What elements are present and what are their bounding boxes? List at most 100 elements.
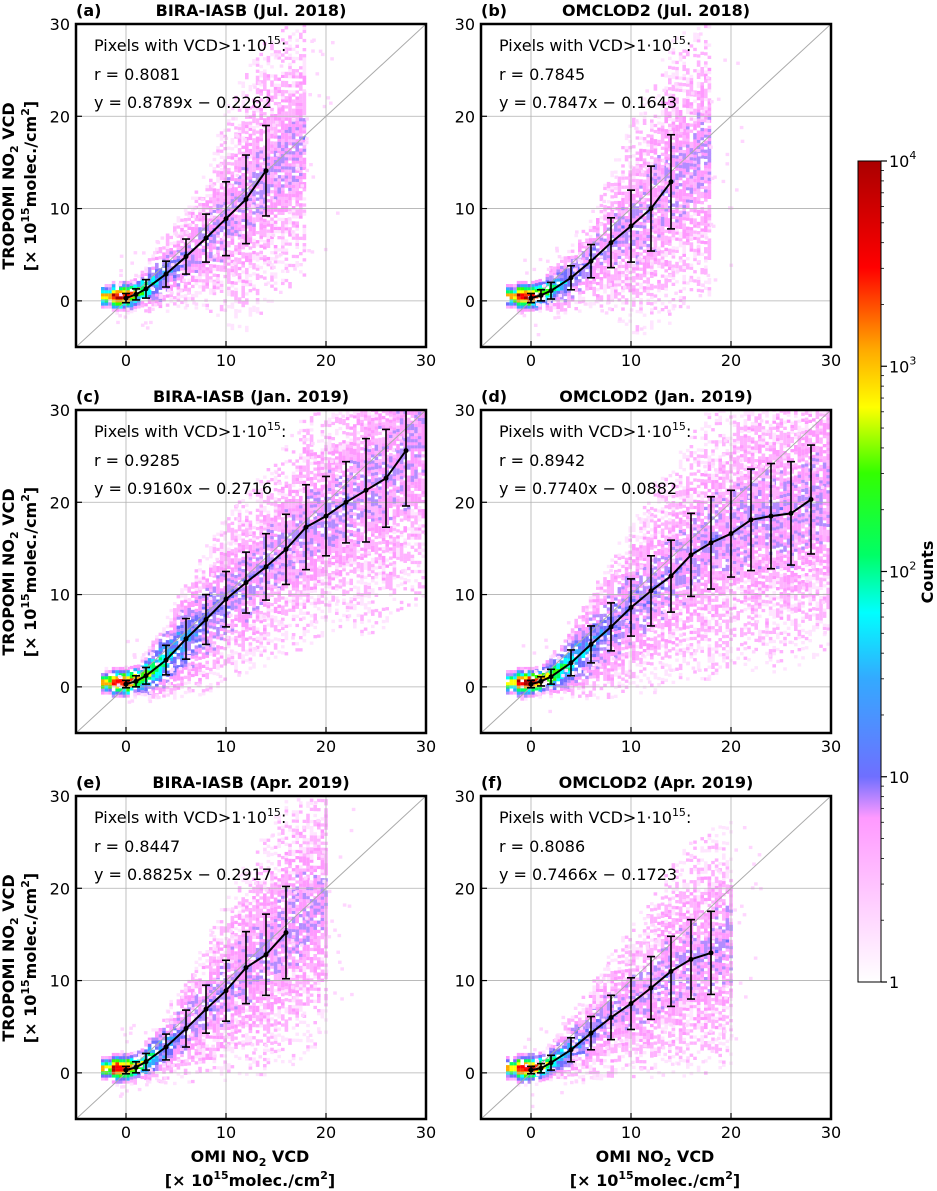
y-tick-label: 0: [60, 678, 70, 697]
y-tick-label: 0: [465, 292, 475, 311]
mean-point: [223, 596, 229, 602]
y-tick-label: 20: [455, 107, 475, 126]
mean-point: [123, 681, 129, 687]
x-tick-label: 30: [416, 351, 436, 370]
one-to-one-line: [76, 796, 426, 1119]
y-tick-label: 20: [50, 493, 70, 512]
mean-line: [125, 931, 287, 1072]
x-tick-label: 20: [721, 737, 741, 756]
y-tick-label: 10: [455, 972, 475, 991]
mean-point: [343, 499, 349, 505]
axes-frame: [74, 794, 428, 1121]
binned-mean-series: [122, 124, 270, 304]
x-tick-label: 10: [621, 351, 641, 370]
x-tick-label: 0: [121, 737, 131, 756]
density-heatmap: [101, 24, 340, 333]
mean-point: [568, 275, 574, 281]
x-tick-label: 0: [121, 351, 131, 370]
mean-point: [203, 1006, 209, 1012]
mean-point: [748, 517, 754, 523]
mean-point: [568, 660, 574, 666]
mean-point: [548, 1060, 554, 1066]
binned-mean-series: [122, 885, 290, 1075]
mean-point: [283, 930, 289, 936]
mean-point: [708, 950, 714, 956]
mean-point: [628, 1001, 634, 1007]
annotation-header: Pixels with VCD>1·1015:: [499, 806, 691, 827]
correlation-text: r = 0.8942: [499, 451, 585, 470]
x-tick-label: 30: [821, 1123, 841, 1142]
y-tick-label: 0: [60, 1064, 70, 1083]
mean-point: [588, 1030, 594, 1036]
mean-point: [143, 286, 149, 292]
y-tick-label: 20: [455, 879, 475, 898]
density-heatmap: [506, 24, 745, 337]
axes-frame: [74, 408, 428, 735]
x-tick-label: 10: [621, 1123, 641, 1142]
mean-point: [668, 179, 674, 185]
colorbar-gradient: [857, 160, 882, 983]
density-heatmap: [506, 821, 763, 1109]
mean-point: [133, 1064, 139, 1070]
xlabel-col-2: OMI NO2 VCD [× 1015molec./cm2]: [570, 1147, 740, 1190]
y-tick-label: 30: [455, 787, 475, 806]
mean-point: [528, 295, 534, 301]
mean-point: [143, 673, 149, 679]
ylabel-row-3: TROPOMI NO2 VCD [× 1015molec./cm2]: [0, 873, 40, 1043]
mean-point: [133, 291, 139, 297]
mean-point: [608, 240, 614, 246]
y-tick-label: 10: [50, 586, 70, 605]
mean-point: [708, 540, 714, 546]
mean-point: [263, 564, 269, 570]
y-tick-label: 30: [50, 401, 70, 420]
y-tick-label: 30: [50, 787, 70, 806]
mean-point: [728, 531, 734, 537]
mean-point: [588, 641, 594, 647]
y-tick-label: 20: [455, 493, 475, 512]
axes-frame: [74, 22, 428, 349]
mean-point: [243, 196, 249, 202]
mean-point: [163, 1044, 169, 1050]
y-tick-label: 0: [465, 1064, 475, 1083]
x-tick-label: 10: [216, 1123, 236, 1142]
one-to-one-line: [481, 24, 831, 347]
panel-c: 0 10 20 30 0 10 20 30 (c) BIRA-IASB (Jan. 2019) Pi…: [50, 387, 437, 756]
binned-mean-series: [122, 410, 410, 689]
mean-line: [125, 450, 407, 686]
annotation-header: Pixels with VCD>1·1015:: [94, 420, 286, 441]
y-tick-label: 10: [50, 200, 70, 219]
panel-label: (c): [76, 387, 100, 406]
x-tick-label: 10: [621, 737, 641, 756]
panel-d: 0 10 20 30 0 10 20 30 (d) OMCLOD2 (Jan. 2019) Pixe…: [455, 387, 842, 756]
panel-label: (a): [76, 1, 101, 20]
density-heatmap: [101, 796, 356, 1098]
mean-point: [183, 254, 189, 260]
axes-frame: [479, 408, 833, 735]
panel-a: 0 10 20 30 0 10 20 30 (a) BIRA-IASB (Jul. 2018) Pi…: [50, 1, 437, 370]
panel-label: (f): [481, 773, 503, 792]
x-tick-label: 20: [721, 1123, 741, 1142]
annotation-header: Pixels with VCD>1·1015:: [499, 34, 691, 55]
mean-point: [548, 288, 554, 294]
mean-point: [688, 552, 694, 558]
xlabel-col-1: OMI NO2 VCD [× 1015molec./cm2]: [165, 1147, 335, 1190]
mean-point: [163, 271, 169, 277]
correlation-text: r = 0.8447: [94, 837, 180, 856]
colorbar-tick-label: 1: [889, 973, 899, 992]
mean-point: [768, 513, 774, 519]
one-to-one-line: [76, 410, 426, 733]
ylabel-row-2: TROPOMI NO2 VCD [× 1015molec./cm2]: [0, 487, 40, 657]
panel-label: (d): [481, 387, 507, 406]
ylabel-row-1: TROPOMI NO2 VCD [× 1015molec./cm2]: [0, 101, 40, 271]
colorbar-tick-label: 104: [889, 149, 916, 171]
annotation-header: Pixels with VCD>1·1015:: [94, 34, 286, 55]
mean-point: [538, 678, 544, 684]
mean-line: [530, 498, 812, 686]
x-tick-label: 0: [526, 1123, 536, 1142]
mean-point: [608, 624, 614, 630]
fit-equation-text: y = 0.9160x − 0.2716: [94, 479, 272, 498]
panel-b: 0 10 20 30 0 10 20 30 (b) OMCLOD2 (Jul. 2018) Pixe…: [455, 1, 842, 370]
x-tick-label: 20: [721, 351, 741, 370]
